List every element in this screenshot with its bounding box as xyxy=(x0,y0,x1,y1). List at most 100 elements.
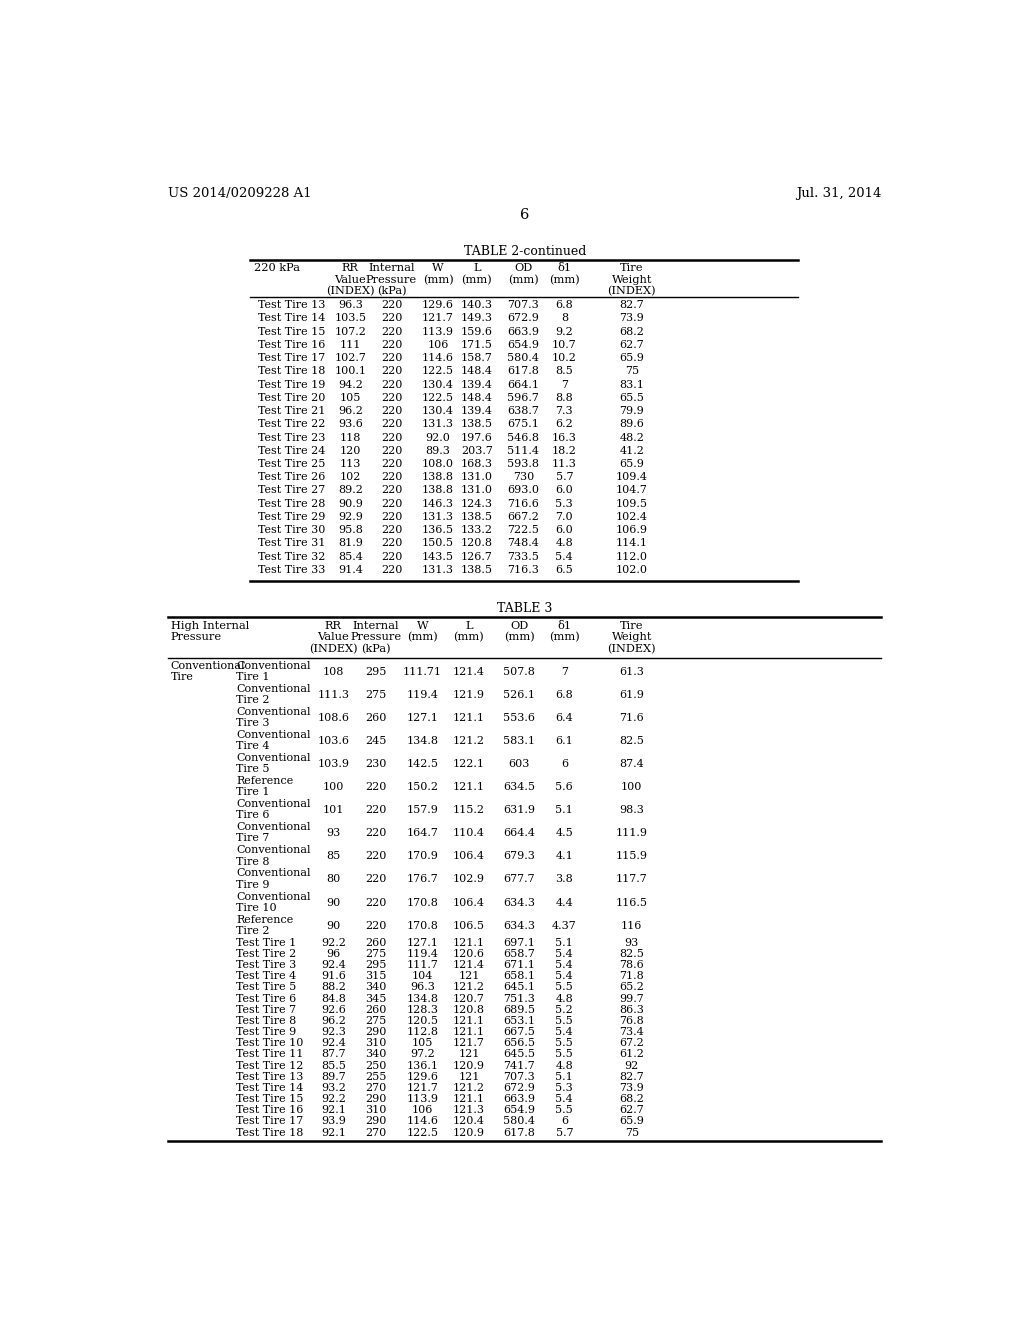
Text: 5.4: 5.4 xyxy=(555,552,573,562)
Text: 102.9: 102.9 xyxy=(453,874,485,884)
Text: 73.4: 73.4 xyxy=(620,1027,644,1038)
Text: 220: 220 xyxy=(381,300,402,310)
Text: 148.4: 148.4 xyxy=(461,393,493,403)
Text: 631.9: 631.9 xyxy=(504,805,536,816)
Text: 730: 730 xyxy=(513,473,534,482)
Text: Test Tire 13: Test Tire 13 xyxy=(237,1072,304,1082)
Text: Test Tire 9: Test Tire 9 xyxy=(237,1027,297,1038)
Text: 526.1: 526.1 xyxy=(504,689,536,700)
Text: 345: 345 xyxy=(366,994,387,1003)
Text: 716.3: 716.3 xyxy=(507,565,540,576)
Text: 65.9: 65.9 xyxy=(620,1117,644,1126)
Text: 94.2: 94.2 xyxy=(338,380,362,389)
Text: 220: 220 xyxy=(366,851,387,862)
Text: 99.7: 99.7 xyxy=(620,994,644,1003)
Text: 4.1: 4.1 xyxy=(555,851,573,862)
Text: 260: 260 xyxy=(366,1005,387,1015)
Text: 4.8: 4.8 xyxy=(555,994,573,1003)
Text: 6.0: 6.0 xyxy=(555,525,573,535)
Text: Test Tire 15: Test Tire 15 xyxy=(237,1094,304,1104)
Text: 138.5: 138.5 xyxy=(461,420,493,429)
Text: Test Tire 5: Test Tire 5 xyxy=(237,982,297,993)
Text: 4.37: 4.37 xyxy=(552,920,577,931)
Text: Reference: Reference xyxy=(237,915,294,925)
Text: 220: 220 xyxy=(381,313,402,323)
Text: 112.8: 112.8 xyxy=(407,1027,438,1038)
Text: Test Tire 24: Test Tire 24 xyxy=(258,446,326,455)
Text: 677.7: 677.7 xyxy=(504,874,536,884)
Text: 340: 340 xyxy=(366,1049,387,1060)
Text: 100.1: 100.1 xyxy=(335,367,367,376)
Text: 170.8: 170.8 xyxy=(407,920,438,931)
Text: 4.4: 4.4 xyxy=(555,898,573,908)
Text: 220: 220 xyxy=(381,326,402,337)
Text: 112.0: 112.0 xyxy=(615,552,648,562)
Text: 658.7: 658.7 xyxy=(504,949,536,958)
Text: Test Tire 21: Test Tire 21 xyxy=(258,407,326,416)
Text: Conventional: Conventional xyxy=(237,684,311,694)
Text: 48.2: 48.2 xyxy=(620,433,644,442)
Text: Tire
Weight
(INDEX): Tire Weight (INDEX) xyxy=(607,620,656,655)
Text: 108.6: 108.6 xyxy=(317,713,349,723)
Text: TABLE 2-continued: TABLE 2-continued xyxy=(464,244,586,257)
Text: 5.5: 5.5 xyxy=(555,1039,573,1048)
Text: Test Tire 17: Test Tire 17 xyxy=(258,352,326,363)
Text: 121.9: 121.9 xyxy=(453,689,485,700)
Text: 106: 106 xyxy=(412,1105,433,1115)
Text: 220: 220 xyxy=(381,459,402,469)
Text: 158.7: 158.7 xyxy=(461,352,493,363)
Text: 663.9: 663.9 xyxy=(504,1094,536,1104)
Text: 65.9: 65.9 xyxy=(620,352,644,363)
Text: 93.6: 93.6 xyxy=(338,420,362,429)
Text: 79.9: 79.9 xyxy=(620,407,644,416)
Text: 121.1: 121.1 xyxy=(453,781,485,792)
Text: 18.2: 18.2 xyxy=(552,446,577,455)
Text: 220: 220 xyxy=(381,420,402,429)
Text: 654.9: 654.9 xyxy=(504,1105,536,1115)
Text: 87.7: 87.7 xyxy=(322,1049,346,1060)
Text: 136.1: 136.1 xyxy=(407,1060,438,1071)
Text: 5.6: 5.6 xyxy=(555,781,573,792)
Text: 220: 220 xyxy=(381,473,402,482)
Text: 119.4: 119.4 xyxy=(407,689,438,700)
Text: 131.0: 131.0 xyxy=(461,473,493,482)
Text: 131.3: 131.3 xyxy=(422,565,454,576)
Text: 78.6: 78.6 xyxy=(620,960,644,970)
Text: Test Tire 10: Test Tire 10 xyxy=(237,1039,304,1048)
Text: 102.4: 102.4 xyxy=(615,512,648,521)
Text: 580.4: 580.4 xyxy=(507,352,540,363)
Text: 65.5: 65.5 xyxy=(620,393,644,403)
Text: 128.3: 128.3 xyxy=(407,1005,438,1015)
Text: 751.3: 751.3 xyxy=(504,994,536,1003)
Text: Test Tire 17: Test Tire 17 xyxy=(237,1117,304,1126)
Text: 85.4: 85.4 xyxy=(338,552,362,562)
Text: 603: 603 xyxy=(509,759,530,770)
Text: 634.3: 634.3 xyxy=(504,898,536,908)
Text: 583.1: 583.1 xyxy=(504,735,536,746)
Text: 93: 93 xyxy=(327,828,341,838)
Text: Test Tire 11: Test Tire 11 xyxy=(237,1049,304,1060)
Text: 96.3: 96.3 xyxy=(410,982,435,993)
Text: 340: 340 xyxy=(366,982,387,993)
Text: 96.3: 96.3 xyxy=(338,300,362,310)
Text: 89.6: 89.6 xyxy=(620,420,644,429)
Text: 134.8: 134.8 xyxy=(407,994,438,1003)
Text: 142.5: 142.5 xyxy=(407,759,438,770)
Text: 121: 121 xyxy=(459,972,479,981)
Text: 106.4: 106.4 xyxy=(453,851,485,862)
Text: 83.1: 83.1 xyxy=(620,380,644,389)
Text: Test Tire 13: Test Tire 13 xyxy=(258,300,326,310)
Text: 92.6: 92.6 xyxy=(321,1005,346,1015)
Text: 62.7: 62.7 xyxy=(620,339,644,350)
Text: Conventional: Conventional xyxy=(237,660,311,671)
Text: 5.4: 5.4 xyxy=(555,960,573,970)
Text: 121.4: 121.4 xyxy=(453,960,485,970)
Text: 203.7: 203.7 xyxy=(461,446,493,455)
Text: 220: 220 xyxy=(366,920,387,931)
Text: 139.4: 139.4 xyxy=(461,380,493,389)
Text: 92.0: 92.0 xyxy=(426,433,451,442)
Text: 92.4: 92.4 xyxy=(321,960,346,970)
Text: 92.2: 92.2 xyxy=(321,1094,346,1104)
Text: 159.6: 159.6 xyxy=(461,326,493,337)
Text: 111.3: 111.3 xyxy=(317,689,349,700)
